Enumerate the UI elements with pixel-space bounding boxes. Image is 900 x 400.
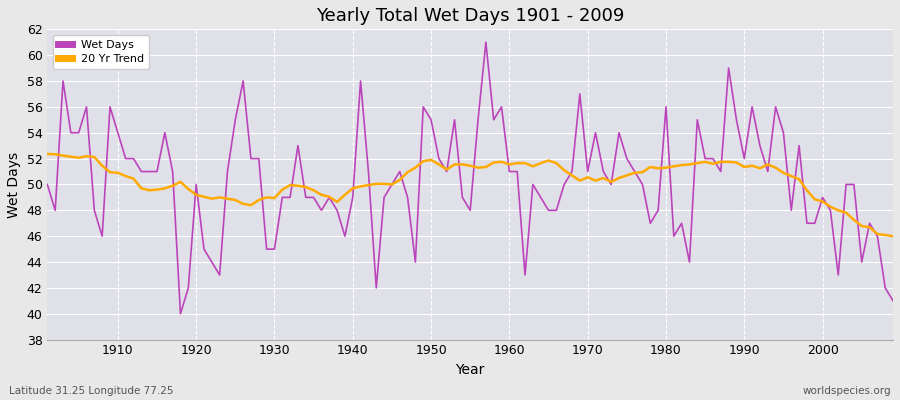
20 Yr Trend <box>598 176 608 180</box>
20 Yr Trend <box>504 162 515 167</box>
Wet Days <box>42 182 53 187</box>
20 Yr Trend <box>277 187 288 192</box>
Wet Days <box>104 104 115 109</box>
Wet Days <box>519 272 530 277</box>
Legend: Wet Days, 20 Yr Trend: Wet Days, 20 Yr Trend <box>53 35 149 70</box>
Wet Days <box>284 195 295 200</box>
Wet Days <box>887 298 898 303</box>
Wet Days <box>512 169 523 174</box>
Wet Days <box>481 40 491 45</box>
20 Yr Trend <box>496 160 507 164</box>
Line: 20 Yr Trend: 20 Yr Trend <box>48 154 893 236</box>
Y-axis label: Wet Days: Wet Days <box>7 151 21 218</box>
Text: worldspecies.org: worldspecies.org <box>803 386 891 396</box>
Wet Days <box>332 208 343 213</box>
Text: Latitude 31.25 Longitude 77.25: Latitude 31.25 Longitude 77.25 <box>9 386 174 396</box>
20 Yr Trend <box>887 234 898 238</box>
Title: Yearly Total Wet Days 1901 - 2009: Yearly Total Wet Days 1901 - 2009 <box>316 7 625 25</box>
Wet Days <box>614 130 625 135</box>
20 Yr Trend <box>104 170 115 175</box>
Wet Days <box>176 311 186 316</box>
Line: Wet Days: Wet Days <box>48 42 893 314</box>
20 Yr Trend <box>42 152 53 156</box>
20 Yr Trend <box>324 194 335 199</box>
X-axis label: Year: Year <box>455 363 485 377</box>
